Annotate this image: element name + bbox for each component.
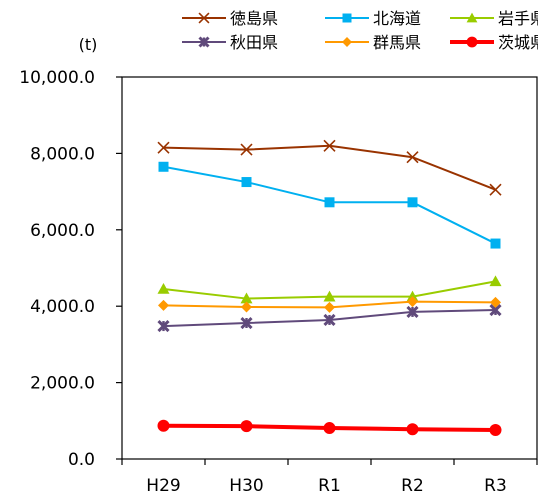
star-marker xyxy=(406,305,419,318)
square-marker xyxy=(158,161,169,172)
triangle-marker xyxy=(323,290,336,302)
circle-marker xyxy=(489,423,502,436)
diamond-marker xyxy=(490,296,501,308)
x-tick-label: H29 xyxy=(146,476,180,495)
y-tick-label: 4,000.0 xyxy=(30,297,95,317)
x-tick-label: H30 xyxy=(229,476,263,495)
triangle-marker xyxy=(466,12,478,23)
circle-marker xyxy=(240,420,253,433)
circle-marker xyxy=(157,419,170,432)
legend-item: 群馬県 xyxy=(325,33,421,52)
x-marker xyxy=(198,12,210,24)
square-marker xyxy=(490,238,501,249)
x-marker xyxy=(323,139,336,152)
series-2 xyxy=(158,161,501,249)
legend-label: 秋田県 xyxy=(230,33,278,52)
star-marker xyxy=(157,320,170,333)
triangle-marker xyxy=(489,275,502,287)
unit-label: (t) xyxy=(79,35,98,54)
star-marker xyxy=(198,36,210,48)
legend-item: 岩手県 xyxy=(450,9,538,28)
diamond-marker xyxy=(342,37,352,47)
circle-marker xyxy=(323,422,336,435)
y-tick-label: 0.0 xyxy=(68,450,95,470)
series-6 xyxy=(157,419,502,436)
x-marker xyxy=(489,183,502,196)
square-marker xyxy=(324,197,335,208)
series-3 xyxy=(157,275,502,304)
series-line xyxy=(163,144,496,191)
diamond-marker xyxy=(324,301,335,313)
plot-area xyxy=(121,76,538,460)
diamond-marker xyxy=(158,299,169,311)
x-marker xyxy=(240,143,253,156)
legend-label: 岩手県 xyxy=(498,9,538,28)
y-tick-label: 8,000.0 xyxy=(30,144,95,164)
series-4 xyxy=(157,303,502,333)
legend-item: 北海道 xyxy=(325,9,421,28)
y-tick-label: 6,000.0 xyxy=(30,221,95,241)
diamond-marker xyxy=(241,301,252,313)
circle-marker xyxy=(466,36,478,48)
x-tick-label: R1 xyxy=(318,476,341,495)
x-tick-label: R3 xyxy=(484,476,507,495)
legend-label: 徳島県 xyxy=(230,9,278,28)
legend-label: 群馬県 xyxy=(373,33,421,52)
x-marker xyxy=(157,141,170,154)
legend-item: 徳島県 xyxy=(182,9,278,28)
legend-item: 茨城県 xyxy=(450,33,538,52)
triangle-marker xyxy=(157,283,170,294)
diamond-marker xyxy=(407,296,418,308)
series-5 xyxy=(158,296,501,313)
star-marker xyxy=(240,316,253,330)
triangle-marker xyxy=(240,292,253,304)
series-1 xyxy=(157,139,502,196)
circle-marker xyxy=(406,423,419,436)
y-tick-label: 10,000.0 xyxy=(19,68,95,88)
legend-item: 秋田県 xyxy=(182,33,278,52)
y-tick-label: 2,000.0 xyxy=(30,374,95,394)
square-marker xyxy=(241,177,252,188)
square-marker xyxy=(342,13,352,23)
legend-label: 北海道 xyxy=(373,9,421,28)
legend-label: 茨城県 xyxy=(498,33,538,52)
square-marker xyxy=(407,197,418,208)
triangle-marker xyxy=(406,290,419,302)
x-marker xyxy=(406,151,419,164)
star-marker xyxy=(323,313,336,327)
x-tick-label: R2 xyxy=(401,476,424,495)
